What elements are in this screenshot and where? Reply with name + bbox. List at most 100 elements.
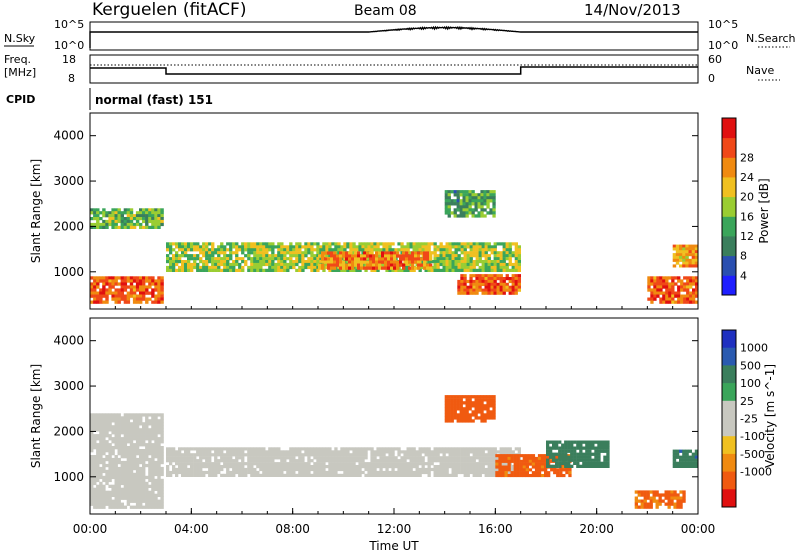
echo-cell: [390, 260, 394, 264]
echo-cell: [117, 431, 121, 435]
echo-cell: [160, 291, 164, 295]
echo-cell: [508, 251, 512, 255]
echo-cell: [363, 260, 367, 264]
echo-cell: [247, 465, 251, 469]
echo-cell: [600, 461, 604, 465]
echo-cell: [511, 265, 515, 270]
echo-cell: [465, 410, 469, 414]
echo-cell: [120, 428, 124, 432]
echo-cell: [193, 262, 197, 267]
echo-cell: [160, 425, 164, 429]
echo-cell: [552, 452, 556, 456]
echo-cell: [340, 462, 344, 466]
echo-cell: [433, 459, 437, 463]
echo-cell: [321, 254, 325, 258]
noise-tick-top: 10^5: [54, 18, 84, 31]
echo-cell: [93, 443, 97, 447]
echo-cell: [459, 407, 463, 411]
echo-cell: [142, 282, 146, 286]
echo-cell: [427, 450, 431, 454]
echo-cell: [132, 297, 137, 301]
echo-cell: [337, 456, 341, 460]
echo-cell: [96, 219, 100, 224]
echo-cell: [546, 449, 550, 453]
echo-cell: [659, 276, 663, 280]
echo-cell: [301, 462, 305, 466]
echo-cell: [142, 443, 146, 447]
echo-cell: [549, 464, 553, 468]
echo-cell: [145, 431, 149, 435]
echo-cell: [468, 193, 472, 197]
echo-cell: [517, 245, 521, 249]
echo-cell: [102, 446, 106, 450]
echo-cell: [471, 401, 475, 405]
echo-cell: [354, 260, 358, 264]
echo-cell: [142, 478, 146, 483]
echo-cell: [388, 470, 392, 475]
echo-cell: [175, 450, 179, 454]
echo-cell: [505, 251, 509, 255]
echo-cell: [244, 453, 248, 457]
echo-cell: [511, 277, 515, 281]
echo-cell: [256, 473, 260, 477]
echo-cell: [540, 454, 545, 458]
echo-cell: [169, 242, 173, 246]
echo-cell: [511, 465, 515, 469]
echo-cell: [307, 459, 311, 463]
echo-cell: [268, 456, 272, 460]
echo-cell: [454, 248, 458, 252]
echo-cell: [250, 268, 254, 272]
echo-cell: [537, 471, 542, 475]
echo-cell: [582, 452, 586, 456]
echo-cell: [528, 456, 533, 460]
echo-cell: [475, 456, 479, 460]
echo-cell: [93, 291, 97, 295]
echo-cell: [487, 459, 491, 463]
echo-cell: [111, 291, 115, 295]
echo-cell: [160, 279, 164, 283]
echo-cell: [450, 199, 454, 203]
echo-cell: [462, 199, 466, 203]
echo-cell: [226, 462, 230, 466]
echo-cell: [196, 470, 200, 475]
echo-cell: [114, 425, 118, 429]
echo-cell: [90, 217, 94, 221]
echo-cell: [319, 260, 323, 264]
echo-cell: [117, 217, 121, 221]
echo-cell: [193, 459, 197, 463]
echo-cell: [142, 279, 146, 283]
echo-cell: [175, 262, 179, 267]
echo-cell: [304, 450, 308, 454]
nave-label: Nave: [746, 64, 774, 77]
echo-cell: [342, 260, 346, 264]
echo-cell: [139, 431, 143, 435]
echo-cell: [316, 268, 320, 272]
echo-cell: [286, 245, 290, 249]
echo-cell: [96, 472, 100, 477]
echo-cell: [120, 466, 124, 471]
echo-cell: [262, 268, 266, 272]
echo-cell: [501, 454, 505, 458]
echo-cell: [397, 467, 401, 472]
echo-cell: [469, 459, 473, 463]
echo-cell: [487, 282, 491, 286]
echo-cell: [280, 260, 284, 264]
echo-cell: [559, 471, 563, 475]
echo-cell: [211, 453, 215, 457]
echo-cell: [148, 419, 152, 423]
echo-cell: [151, 487, 155, 491]
echo-cell: [214, 262, 218, 267]
echo-cell: [268, 470, 272, 475]
echo-cell: [561, 443, 565, 447]
echo-cell: [694, 258, 699, 262]
echo-cell: [451, 462, 455, 466]
echo-cell: [562, 474, 566, 478]
echo-cell: [132, 222, 137, 227]
echo-cell: [259, 254, 263, 258]
echo-cell: [658, 493, 662, 497]
echo-cell: [457, 260, 461, 264]
echo-cell: [160, 222, 164, 227]
echo-cell: [447, 416, 451, 420]
echo-cell: [465, 208, 469, 212]
